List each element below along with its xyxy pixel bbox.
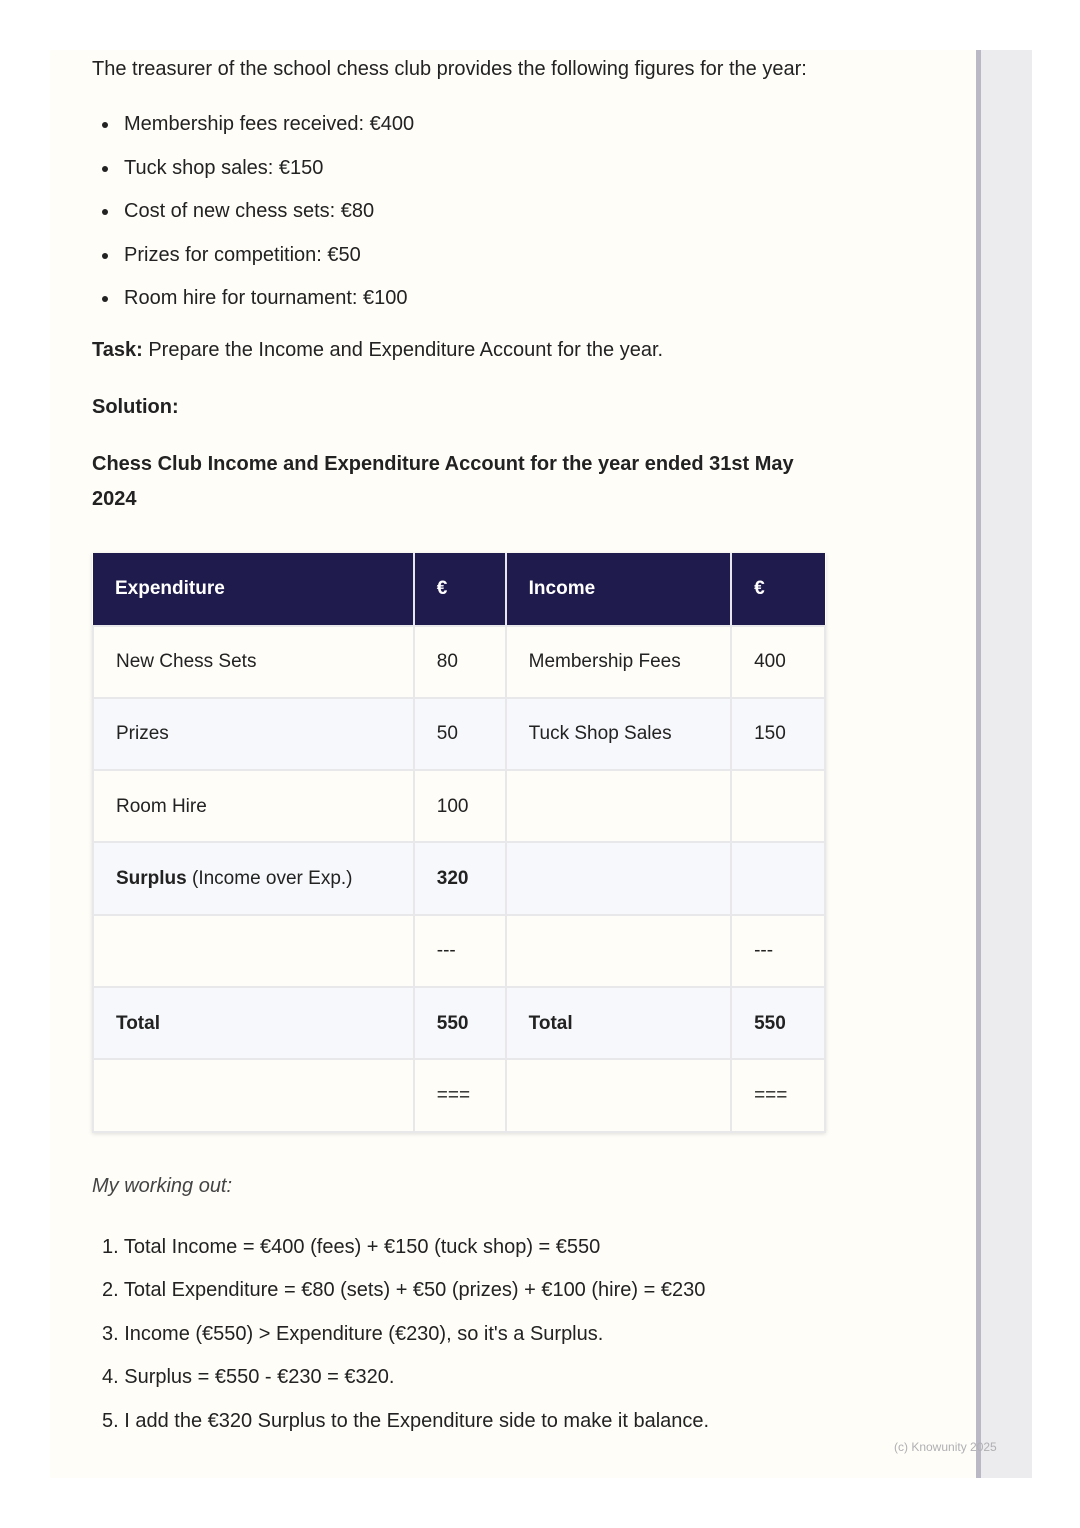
working-label: My working out:	[92, 1174, 233, 1197]
list-item: Tuck shop sales: €150	[92, 147, 826, 191]
list-item: 4. Surplus = €550 - €230 = €320.	[102, 1366, 395, 1389]
table-row: Prizes 50 Tuck Shop Sales 150	[92, 696, 826, 772]
cell	[504, 913, 733, 988]
cell: ===	[412, 1058, 507, 1133]
cell: 550	[730, 985, 826, 1061]
cell	[730, 769, 826, 844]
cell	[504, 1058, 733, 1133]
working-list: 1. Total Income = €400 (fees) + €150 (tu…	[92, 1226, 826, 1444]
cell	[504, 769, 733, 844]
cell: 400	[730, 624, 826, 699]
list-item: Room hire for tournament: €100	[92, 277, 826, 321]
list-item: 5. I add the €320 Surplus to the Expendi…	[102, 1409, 710, 1432]
cell: Room Hire	[92, 769, 415, 844]
cell: Prizes	[92, 696, 415, 772]
list-item: Membership fees received: €400	[92, 103, 826, 147]
cell: 150	[730, 696, 826, 772]
table-row: Room Hire 100	[92, 769, 826, 844]
cell: 80	[412, 624, 507, 699]
cell	[92, 1058, 415, 1133]
scrollbar-thumb[interactable]	[976, 50, 981, 1478]
cell: 50	[412, 696, 507, 772]
cell: 550	[412, 985, 507, 1061]
cell: Tuck Shop Sales	[504, 696, 733, 772]
task-body: Prepare the Income and Expenditure Accou…	[142, 338, 664, 361]
cell: Membership Fees	[504, 624, 733, 699]
account-title: Chess Club Income and Expenditure Accoun…	[92, 452, 794, 510]
figures-list: Membership fees received: €400 Tuck shop…	[92, 103, 826, 321]
surplus-note: (Income over Exp.)	[186, 868, 353, 890]
table-row: New Chess Sets 80 Membership Fees 400	[92, 624, 826, 699]
cell: ---	[412, 913, 507, 988]
table-row: === ===	[92, 1058, 826, 1133]
solution-label: Solution:	[92, 395, 179, 418]
scrollbar-track[interactable]	[976, 50, 1032, 1478]
header-exp-amount: €	[413, 552, 507, 626]
header-inc-amount: €	[731, 552, 825, 626]
cell: 320	[412, 841, 507, 916]
cell: Total	[504, 985, 733, 1061]
cell	[730, 841, 826, 916]
list-item: Prizes for competition: €50	[92, 234, 826, 278]
table-header: Expenditure € Income €	[93, 552, 825, 626]
cell: ---	[730, 913, 826, 988]
cell: Surplus (Income over Exp.)	[92, 841, 415, 916]
table-row: --- ---	[92, 913, 826, 988]
cell: Total	[92, 985, 415, 1061]
header-expenditure: Expenditure	[93, 552, 415, 626]
list-item: 1. Total Income = €400 (fees) + €150 (tu…	[102, 1235, 601, 1258]
surplus-label: Surplus	[116, 868, 187, 890]
cell	[92, 913, 415, 988]
table-row: Total 550 Total 550	[92, 985, 826, 1061]
intro-text: The treasurer of the school chess club p…	[92, 58, 807, 80]
cell	[504, 841, 733, 916]
table-row: Surplus (Income over Exp.) 320	[92, 841, 826, 916]
document-content: The treasurer of the school chess club p…	[92, 52, 826, 1443]
list-item: 2. Total Expenditure = €80 (sets) + €50 …	[102, 1279, 706, 1302]
list-item: 3. Income (€550) > Expenditure (€230), s…	[102, 1322, 604, 1345]
cell: 100	[412, 769, 507, 844]
header-income: Income	[505, 552, 733, 626]
cell: New Chess Sets	[92, 624, 415, 699]
cell: ===	[730, 1058, 826, 1133]
task-label: Task:	[92, 338, 143, 361]
list-item: Cost of new chess sets: €80	[92, 190, 826, 234]
task-text: Task: Prepare the Income and Expenditure…	[92, 333, 826, 368]
account-table: Expenditure € Income € New Chess Sets 80 M…	[92, 552, 826, 1133]
copyright-watermark: (c) Knowunity 2025	[894, 1440, 997, 1454]
